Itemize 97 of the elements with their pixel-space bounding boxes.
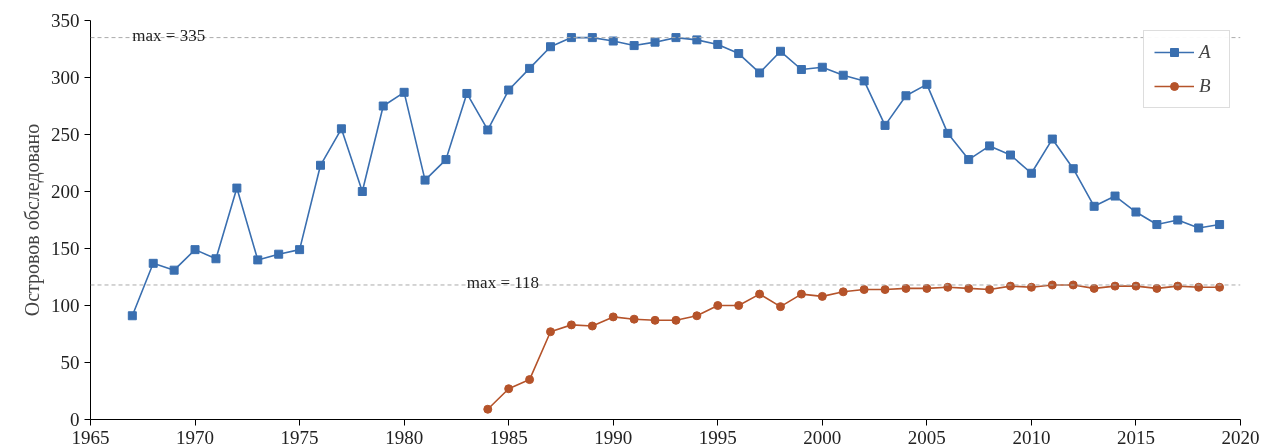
point bbox=[399, 87, 409, 97]
point bbox=[838, 287, 848, 297]
y-tick-label: 50 bbox=[60, 352, 80, 373]
point bbox=[964, 155, 974, 165]
y-tick-label: 250 bbox=[51, 124, 80, 145]
point bbox=[755, 289, 765, 299]
point bbox=[546, 42, 555, 52]
point bbox=[671, 315, 681, 325]
point bbox=[713, 39, 723, 49]
y-tick-label: 200 bbox=[51, 181, 80, 202]
point bbox=[274, 249, 284, 259]
point bbox=[587, 33, 597, 43]
point bbox=[922, 79, 932, 89]
point bbox=[420, 175, 430, 185]
point bbox=[211, 254, 221, 264]
point bbox=[629, 314, 639, 324]
point bbox=[253, 255, 263, 265]
point bbox=[566, 33, 576, 43]
annotation: max = 335 bbox=[132, 26, 206, 46]
point bbox=[127, 311, 137, 321]
annotation: max = 118 bbox=[466, 273, 540, 293]
point bbox=[441, 155, 451, 165]
y-tick-label: 350 bbox=[51, 10, 80, 31]
point bbox=[483, 404, 493, 414]
point bbox=[504, 85, 514, 95]
x-tick-label: 1990 bbox=[594, 426, 633, 448]
point bbox=[650, 37, 660, 47]
point bbox=[985, 285, 995, 295]
point bbox=[1089, 201, 1099, 211]
y-tick-label: 300 bbox=[51, 67, 80, 88]
point bbox=[734, 49, 744, 59]
x-tick-label: 2000 bbox=[803, 426, 842, 448]
point bbox=[880, 285, 890, 295]
x-tick-label: 2020 bbox=[1221, 426, 1260, 448]
point bbox=[650, 315, 660, 325]
point bbox=[232, 183, 242, 193]
point bbox=[629, 41, 639, 51]
point bbox=[483, 125, 493, 135]
point bbox=[1047, 134, 1057, 144]
point bbox=[692, 35, 702, 45]
point bbox=[671, 33, 681, 43]
x-tick-label: 1975 bbox=[280, 426, 319, 448]
point bbox=[336, 124, 346, 134]
x-tick-label: 1985 bbox=[489, 426, 528, 448]
point bbox=[357, 187, 367, 196]
point bbox=[776, 46, 785, 56]
x-tick-label: 2005 bbox=[907, 426, 946, 448]
point bbox=[525, 63, 535, 73]
point bbox=[608, 36, 618, 46]
y-tick-label: 100 bbox=[51, 295, 80, 316]
point bbox=[817, 62, 827, 72]
point bbox=[316, 160, 325, 170]
point bbox=[796, 65, 806, 75]
point bbox=[378, 101, 388, 111]
point bbox=[776, 302, 785, 312]
point bbox=[1215, 220, 1225, 230]
point bbox=[859, 76, 869, 86]
point bbox=[608, 312, 618, 322]
point bbox=[692, 311, 702, 321]
point bbox=[1173, 215, 1183, 225]
point bbox=[713, 301, 723, 310]
point bbox=[1131, 207, 1141, 217]
point bbox=[796, 289, 806, 299]
point bbox=[880, 120, 890, 130]
point bbox=[546, 327, 555, 337]
point bbox=[504, 384, 514, 394]
legend-label: A bbox=[1199, 41, 1212, 63]
y-tick-label: 150 bbox=[51, 238, 80, 259]
point bbox=[1194, 223, 1204, 233]
point bbox=[566, 320, 576, 330]
legend-label: B bbox=[1199, 75, 1212, 97]
point bbox=[838, 70, 848, 80]
point bbox=[1152, 220, 1162, 230]
x-tick-label: 1970 bbox=[176, 426, 215, 448]
x-tick-label: 1995 bbox=[698, 426, 737, 448]
point bbox=[525, 375, 535, 385]
point bbox=[1026, 168, 1036, 178]
y-axis-title: Островов обследовано bbox=[21, 123, 44, 317]
x-tick-label: 1980 bbox=[385, 426, 424, 448]
point bbox=[734, 301, 744, 310]
point bbox=[148, 258, 158, 268]
point bbox=[943, 128, 953, 138]
point bbox=[587, 321, 597, 331]
point bbox=[1068, 164, 1078, 174]
point bbox=[295, 245, 305, 255]
point bbox=[190, 245, 200, 255]
x-tick-label: 2015 bbox=[1116, 426, 1155, 448]
point bbox=[755, 68, 765, 78]
x-tick-label: 2010 bbox=[1012, 426, 1051, 448]
point bbox=[817, 291, 827, 301]
point bbox=[462, 88, 472, 98]
point bbox=[1006, 150, 1015, 160]
point bbox=[859, 285, 869, 295]
point bbox=[901, 91, 911, 101]
point bbox=[1110, 191, 1120, 201]
point bbox=[169, 265, 179, 275]
point bbox=[985, 141, 995, 151]
